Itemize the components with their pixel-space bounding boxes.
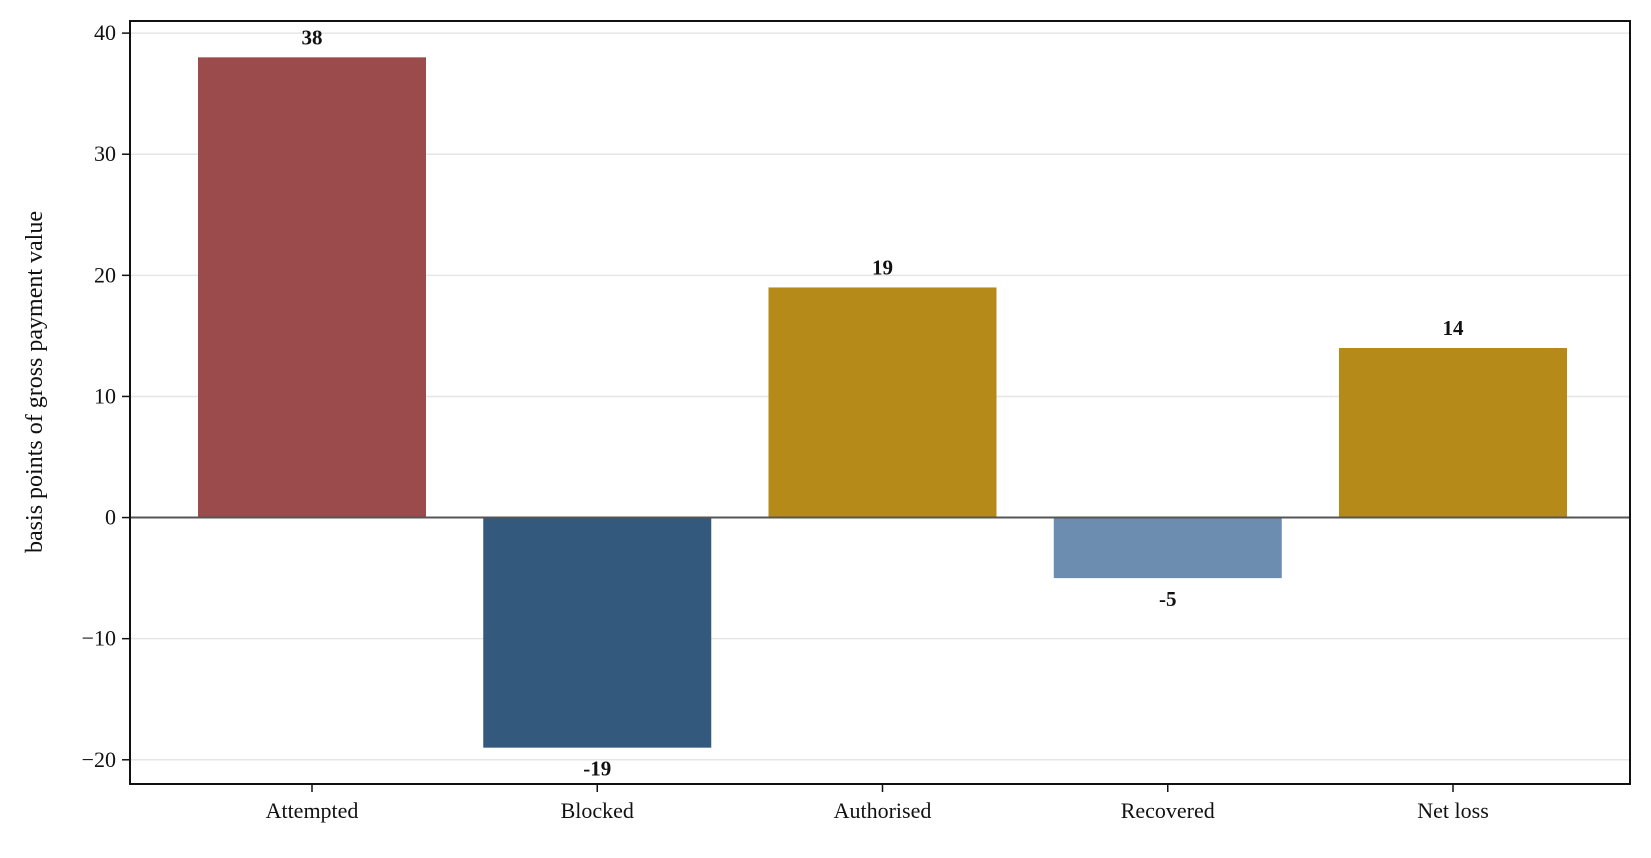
bar-blocked	[483, 517, 712, 748]
data-label: -5	[1159, 587, 1177, 611]
y-tick-label: −10	[82, 626, 116, 651]
y-axis-title: basis points of gross payment value	[22, 211, 48, 553]
bar-authorised	[768, 287, 997, 518]
y-tick-label: 30	[94, 141, 116, 166]
y-tick-label: 10	[94, 383, 116, 408]
y-tick-label: −20	[82, 747, 116, 772]
y-tick-label: 20	[94, 262, 116, 287]
y-tick-label: 0	[105, 505, 116, 530]
bar-attempted	[198, 57, 426, 518]
data-labels: 38 -19 19 -5 14	[302, 25, 1465, 780]
plot-frame	[129, 20, 1631, 785]
x-tick-label: Blocked	[561, 798, 634, 823]
bar-recovered	[1053, 517, 1282, 579]
bar-net-loss	[1339, 348, 1567, 518]
x-tick-label: Authorised	[834, 798, 932, 823]
data-label: 14	[1443, 316, 1465, 340]
data-label: 38	[302, 25, 323, 49]
x-tick-label: Recovered	[1121, 798, 1215, 823]
x-tick-label: Attempted	[266, 798, 359, 823]
bars	[198, 57, 1567, 748]
data-label: 19	[872, 255, 893, 279]
x-tick-label: Net loss	[1417, 798, 1489, 823]
y-tick-label: 40	[94, 20, 116, 45]
axes: 40 30 20 10 0 −10 −20 Attempted Blocked Authorise…	[82, 20, 1631, 823]
data-label: -19	[583, 757, 611, 781]
